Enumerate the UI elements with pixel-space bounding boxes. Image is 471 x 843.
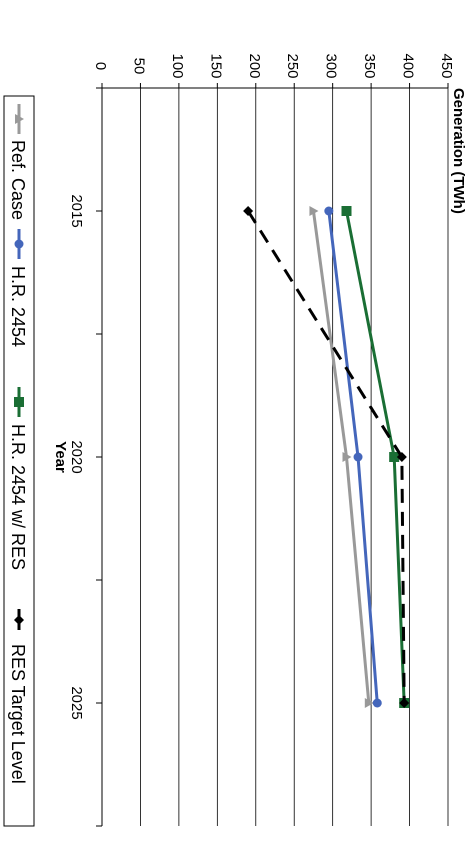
plot-area: 0 50 100 150 200 250 300 350 400 450 2015 2020 2025 G… <box>52 53 467 827</box>
value-tick-label: 0 <box>92 62 109 70</box>
legend-label-1: H.R. 2454 <box>8 266 28 347</box>
value-tick-label: 200 <box>246 53 263 78</box>
series-point-0 <box>342 452 352 462</box>
series-line-1 <box>327 210 379 704</box>
year-tick-label: 2020 <box>68 440 85 473</box>
value-tick-label: 50 <box>130 58 147 75</box>
legend: Ref. Case H.R. 2454 H.R. 2454 w/ RES RES Ta… <box>3 95 35 827</box>
series-point-2 <box>341 206 352 216</box>
series-point-0 <box>309 206 319 216</box>
legend-box <box>3 95 35 827</box>
legend-marker-0 <box>15 114 24 124</box>
value-tick-label: 300 <box>323 53 340 78</box>
series-point-3 <box>399 698 410 708</box>
series-point-0 <box>364 698 374 708</box>
series-point-3 <box>396 452 407 462</box>
series-point-1 <box>324 206 334 216</box>
series-point-3 <box>243 206 254 216</box>
legend-marker-3 <box>14 615 24 625</box>
value-tick-label: 450 <box>438 53 455 78</box>
value-tick-label: 100 <box>169 53 186 78</box>
value-tick-label: 350 <box>361 53 378 78</box>
value-tick-label: 150 <box>207 53 224 78</box>
legend-label-0: Ref. Case <box>8 140 28 220</box>
series-line-3 <box>246 210 406 704</box>
series-point-1 <box>353 452 363 462</box>
legend-marker-1 <box>14 239 24 249</box>
year-tick-label: 2025 <box>68 686 85 719</box>
value-tick-label: 250 <box>284 53 301 78</box>
legend-label-3: RES Target Level <box>8 644 28 784</box>
value-tick-label: 400 <box>400 53 417 78</box>
value-axis-title: Generation (TWh) <box>450 88 467 214</box>
series-point-1 <box>372 698 382 708</box>
legend-label-2: H.R. 2454 w/ RES <box>8 424 28 570</box>
series-point-2 <box>389 452 400 462</box>
year-axis-title: Year <box>52 441 69 473</box>
year-tick-label: 2015 <box>68 194 85 227</box>
legend-marker-2 <box>14 397 24 407</box>
